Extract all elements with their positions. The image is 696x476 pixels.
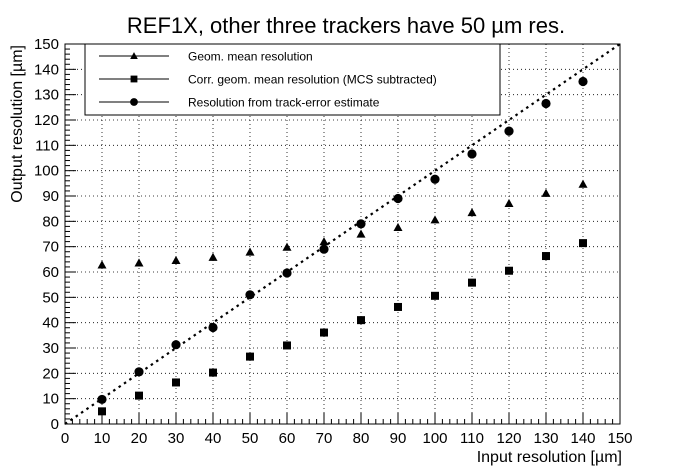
data-point-circle (393, 193, 403, 204)
series-triangle (97, 179, 588, 269)
grid (65, 44, 620, 424)
data-point-circle (208, 322, 218, 333)
legend: Geom. mean resolution Corr. geom. mean re… (84, 43, 501, 116)
data-point-triangle (504, 198, 514, 207)
x-tick-label: 0 (61, 430, 69, 447)
y-axis-label: Output resolution [µm] (9, 45, 26, 203)
data-point-circle (578, 76, 588, 87)
y-tick-label: 40 (42, 315, 59, 332)
data-point-triangle (245, 247, 255, 256)
data-point-square (394, 302, 402, 311)
data-point-circle (356, 219, 366, 229)
data-point-triangle (319, 237, 329, 246)
data-point-square (320, 328, 328, 337)
x-tick-label: 100 (422, 430, 447, 447)
data-point-triangle (541, 188, 551, 197)
y-tick-label: 10 (42, 391, 59, 408)
series-circle (97, 76, 588, 405)
data-point-circle (134, 367, 144, 377)
data-point-square (542, 252, 550, 261)
series-square (98, 239, 587, 416)
data-point-circle (171, 340, 181, 350)
data-point-square (135, 391, 143, 400)
x-tick-label: 150 (607, 430, 632, 447)
legend-entry-label: Corr. geom. mean resolution (MCS subtrac… (188, 73, 437, 87)
data-point-square (431, 291, 439, 300)
y-tick-label: 140 (34, 61, 59, 78)
data-point-triangle (467, 207, 477, 217)
y-tick-label: 80 (42, 213, 59, 230)
reference-diagonal-line (64, 43, 621, 425)
y-tick-label: 90 (42, 188, 59, 205)
y-tick-label: 150 (34, 36, 59, 53)
y-tick-label: 70 (42, 239, 59, 256)
x-axis-label: Input resolution [µm] (477, 449, 622, 466)
x-tick-label: 20 (131, 430, 148, 447)
x-tick-label: 40 (205, 430, 222, 447)
x-tick-label: 30 (168, 430, 185, 447)
x-tick-label: 140 (570, 430, 595, 447)
data-point-circle (319, 244, 329, 254)
data-point-square (98, 407, 106, 416)
data-point-circle (245, 290, 255, 300)
data-point-square (579, 239, 587, 248)
x-tick-label: 60 (279, 430, 296, 447)
legend-entry-label: Resolution from track-error estimate (188, 96, 380, 110)
x-tick-label: 110 (460, 430, 484, 447)
data-point-circle (504, 126, 514, 136)
y-tick-label: 20 (42, 365, 59, 382)
data-point-triangle (430, 215, 440, 224)
chart-title: REF1X, other three trackers have 50 µm r… (127, 13, 565, 38)
data-point-square (209, 368, 217, 377)
y-tick-label: 0 (51, 416, 59, 433)
data-point-triangle (134, 258, 144, 267)
x-tick-label: 90 (390, 430, 407, 447)
data-point-triangle (171, 255, 181, 264)
data-point-square (246, 352, 254, 361)
legend-marker-square (130, 75, 138, 83)
axis-ticks: 0 10 20 30 40 50 60 70 80 90 100 110 120 130 140 150 0 10… (34, 36, 633, 447)
legend-marker-circle (130, 98, 138, 106)
data-point-triangle (208, 252, 218, 261)
y-tick-label: 130 (34, 87, 59, 104)
x-tick-label: 130 (533, 430, 558, 447)
y-tick-label: 120 (34, 112, 59, 129)
data-point-triangle (97, 260, 107, 269)
x-tick-label: 120 (496, 430, 521, 447)
y-tick-label: 50 (42, 289, 59, 306)
legend-marker-triangle (130, 52, 138, 60)
y-tick-label: 60 (42, 264, 59, 281)
data-point-circle (97, 394, 107, 405)
data-point-square (357, 316, 365, 325)
data-point-circle (430, 174, 440, 184)
data-point-square (505, 266, 513, 275)
y-tick-label: 100 (34, 163, 59, 180)
data-point-circle (541, 98, 551, 109)
data-point-triangle (578, 179, 588, 188)
data-point-circle (467, 149, 477, 159)
y-tick-label: 110 (35, 137, 59, 154)
legend-entry-label: Geom. mean resolution (188, 50, 313, 64)
x-tick-label: 50 (242, 430, 259, 447)
x-tick-label: 80 (353, 430, 370, 447)
data-point-triangle (356, 229, 366, 238)
data-point-square (172, 378, 180, 387)
data-point-square (283, 341, 291, 350)
data-point-triangle (282, 242, 292, 251)
x-tick-label: 10 (94, 430, 111, 447)
series-layer (97, 76, 588, 416)
data-point-square (468, 278, 476, 287)
data-point-circle (282, 268, 292, 278)
x-tick-label: 70 (316, 430, 333, 447)
y-tick-label: 30 (42, 340, 59, 357)
data-point-triangle (393, 222, 403, 232)
